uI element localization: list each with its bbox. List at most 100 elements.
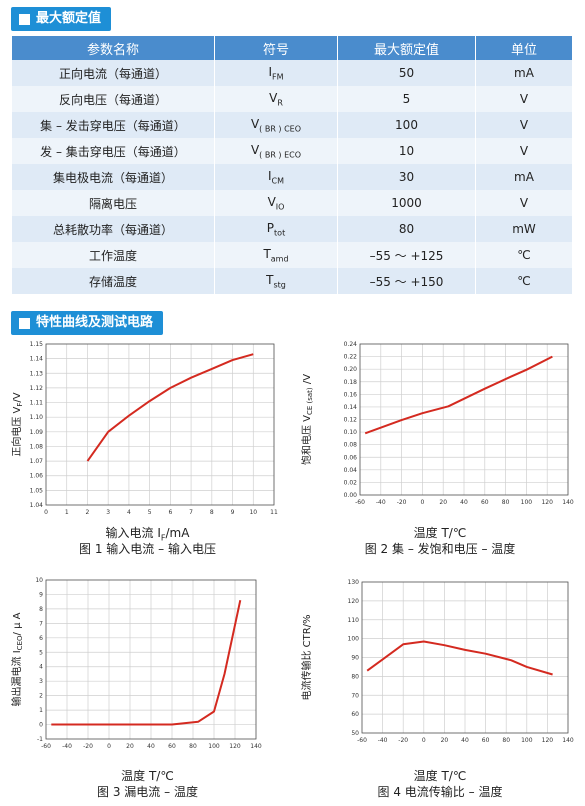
x-tick-label: 40 [460, 499, 468, 506]
square-icon [19, 13, 30, 25]
y-tick-label: 0.16 [344, 391, 358, 398]
x-tick-label: 120 [541, 499, 553, 506]
x-tick-label: 20 [439, 499, 447, 506]
x-tick-label: 120 [542, 737, 554, 744]
symbol-cell: IFM [214, 60, 338, 86]
x-tick-label: -60 [357, 737, 367, 744]
section-title-ratings: 最大额定值 [11, 7, 112, 31]
section-title-ratings-label: 最大额定值 [36, 11, 102, 26]
symbol-main: V [267, 194, 276, 209]
plot-frame [361, 581, 569, 734]
chart-2-xlabel: 温度 T/℃ [413, 526, 467, 540]
symbol-main: V [269, 90, 278, 105]
value-cell: 5 [337, 86, 476, 112]
x-tick-label: 140 [562, 737, 574, 744]
x-tick-label: 0 [107, 743, 111, 750]
x-tick-label: 20 [441, 737, 449, 744]
y-tick-label: 0.04 [344, 467, 358, 474]
chart-2-caption: 图 2 集 – 发饱和电压 – 温度 [364, 542, 516, 556]
x-tick-label: 80 [189, 743, 197, 750]
section-title-curves-label: 特性曲线及测试电路 [36, 315, 154, 330]
symbol-cell: Tstg [214, 268, 338, 294]
symbol-subscript: ( BR ) ECO [259, 150, 302, 160]
chart-4-xlabel: 温度 T/℃ [413, 769, 467, 783]
unit-cell: ℃ [475, 268, 572, 294]
x-tick-label: 80 [502, 737, 510, 744]
table-row: 集 – 发击穿电压（每通道） V( BR ) CEO 100 V [12, 112, 572, 138]
y-tick-label: 100 [348, 636, 360, 643]
x-tick-label: 11 [270, 509, 278, 516]
y-tick-label: 0.20 [344, 366, 358, 373]
x-tick-label: 80 [502, 499, 510, 506]
y-tick-label: 130 [348, 579, 360, 586]
table-row: 存储温度 Tstg –55 ～ +150 ℃ [12, 268, 572, 294]
x-tick-label: -20 [398, 737, 408, 744]
y-tick-label: 1.05 [30, 487, 44, 494]
y-tick-label: 4 [39, 664, 43, 671]
value-cell: 30 [337, 164, 476, 190]
y-tick-label: 1.06 [30, 473, 44, 480]
x-tick-label: 20 [126, 743, 134, 750]
x-tick-label: 6 [168, 509, 172, 516]
y-tick-label: 0.02 [344, 479, 358, 486]
table-row: 集电极电流（每通道） ICM 30 mA [12, 164, 572, 190]
y-tick-label: 3 [39, 678, 43, 685]
x-tick-label: 2 [86, 509, 90, 516]
y-tick-label: 1.09 [30, 429, 44, 436]
param-cell: 发 – 集击穿电压（每通道） [12, 138, 215, 164]
chart-1-caption: 图 1 输入电流 – 输入电压 [79, 542, 216, 556]
plot-frame [359, 343, 569, 496]
x-tick-label: 60 [168, 743, 176, 750]
plot-frame [45, 343, 275, 506]
x-tick-label: 1 [65, 509, 69, 516]
y-tick-label: 110 [348, 617, 360, 624]
x-tick-label: -60 [41, 743, 51, 750]
y-tick-label: 9 [39, 591, 43, 598]
x-tick-label: -60 [355, 499, 365, 506]
symbol-main: P [266, 220, 275, 235]
figure-1: 0 1 2 3 4 5 6 7 8 9 10 11 1.04 1.05 1.06 1.07 1.08 1.09 1.… [10, 336, 285, 558]
param-cell: 隔离电压 [12, 190, 215, 216]
unit-cell: V [475, 190, 572, 216]
symbol-cell: Ptot [214, 216, 338, 242]
y-tick-label: 0.00 [344, 492, 358, 499]
x-tick-label: 140 [250, 743, 262, 750]
unit-cell: mW [475, 216, 572, 242]
x-tick-label: 40 [147, 743, 155, 750]
y-tick-label: 50 [351, 730, 359, 737]
x-tick-label: 9 [231, 509, 235, 516]
series-line [366, 640, 553, 676]
y-tick-label: 0 [39, 722, 43, 729]
value-cell: –55 ～ +125 [337, 242, 476, 268]
unit-cell: mA [475, 60, 572, 86]
y-tick-label: 90 [351, 655, 359, 662]
param-cell: 存储温度 [12, 268, 215, 294]
symbol-subscript: FM [272, 72, 284, 82]
section-title-curves: 特性曲线及测试电路 [11, 311, 164, 335]
series-line [51, 599, 242, 726]
header-unit: 单位 [475, 36, 572, 60]
symbol-main: I [268, 64, 273, 79]
y-tick-label: 0.12 [344, 417, 358, 424]
symbol-cell: V( BR ) ECO [214, 138, 338, 164]
symbol-subscript: stg [273, 280, 286, 290]
table-row: 隔离电压 VIO 1000 V [12, 190, 572, 216]
table-row: 反向电压（每通道） VR 5 V [12, 86, 572, 112]
y-tick-label: 2 [39, 693, 43, 700]
y-tick-label: 0.22 [344, 354, 358, 361]
figure-3: -60 -40 -20 0 20 40 60 80 100 120 140 -1 0 1 2 3 4 5 6 7 8 9 1… [10, 572, 285, 802]
y-tick-label: 5 [39, 649, 43, 656]
symbol-subscript: CM [271, 176, 285, 186]
x-tick-label: 0 [420, 499, 424, 506]
value-cell: 10 [337, 138, 476, 164]
y-tick-label: 0.14 [344, 404, 358, 411]
y-tick-label: 1.15 [30, 341, 44, 348]
header-symbol: 符号 [214, 36, 338, 60]
x-tick-label: 7 [189, 509, 193, 516]
symbol-cell: V( BR ) CEO [214, 112, 338, 138]
y-tick-label: 0.08 [344, 442, 358, 449]
y-tick-label: 1.11 [30, 400, 44, 407]
series-line [364, 355, 553, 435]
y-tick-label: 120 [348, 598, 360, 605]
x-tick-label: 10 [249, 509, 257, 516]
